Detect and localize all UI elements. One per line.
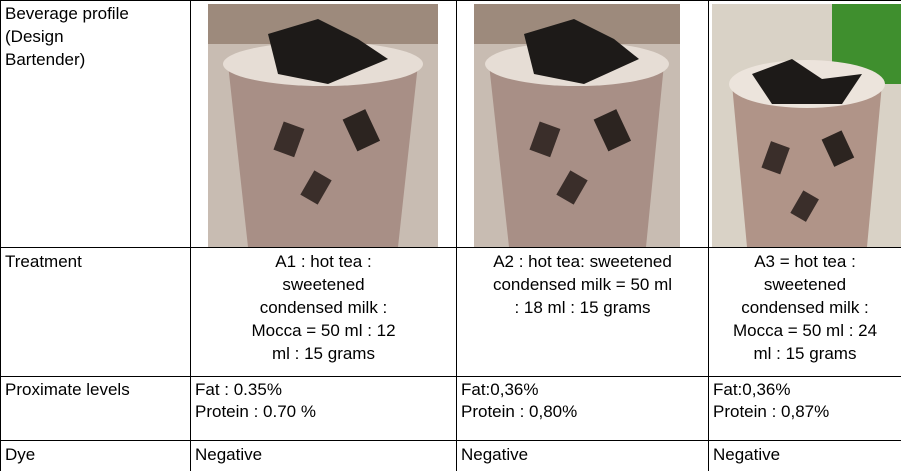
row-header: Dye	[1, 441, 190, 468]
table-cell: A2 : hot tea: sweetened condensed milk =…	[457, 248, 708, 321]
beverage-photo	[208, 4, 438, 247]
table-cell: Fat:0,36% Protein : 0,87%	[709, 377, 901, 425]
row-header: Beverage profile (Design Bartender)	[1, 0, 190, 73]
table-cell: Negative	[191, 441, 456, 468]
table-cell: A1 : hot tea : sweetened condensed milk …	[191, 248, 456, 367]
beverage-photo	[474, 4, 680, 247]
table-cell: A3 = hot tea : sweetened condensed milk …	[709, 248, 901, 367]
row-header: Proximate levels	[1, 377, 190, 403]
table-cell: Fat:0,36% Protein : 0,80%	[457, 377, 708, 425]
page: Beverage profile (Design Bartender) Trea…	[0, 0, 901, 471]
table-cell: Fat : 0.35% Protein : 0.70 %	[191, 377, 456, 425]
table-cell: Negative	[709, 441, 901, 468]
table-cell: Negative	[457, 441, 708, 468]
beverage-photo	[712, 4, 901, 247]
row-header: Treatment	[1, 248, 190, 275]
